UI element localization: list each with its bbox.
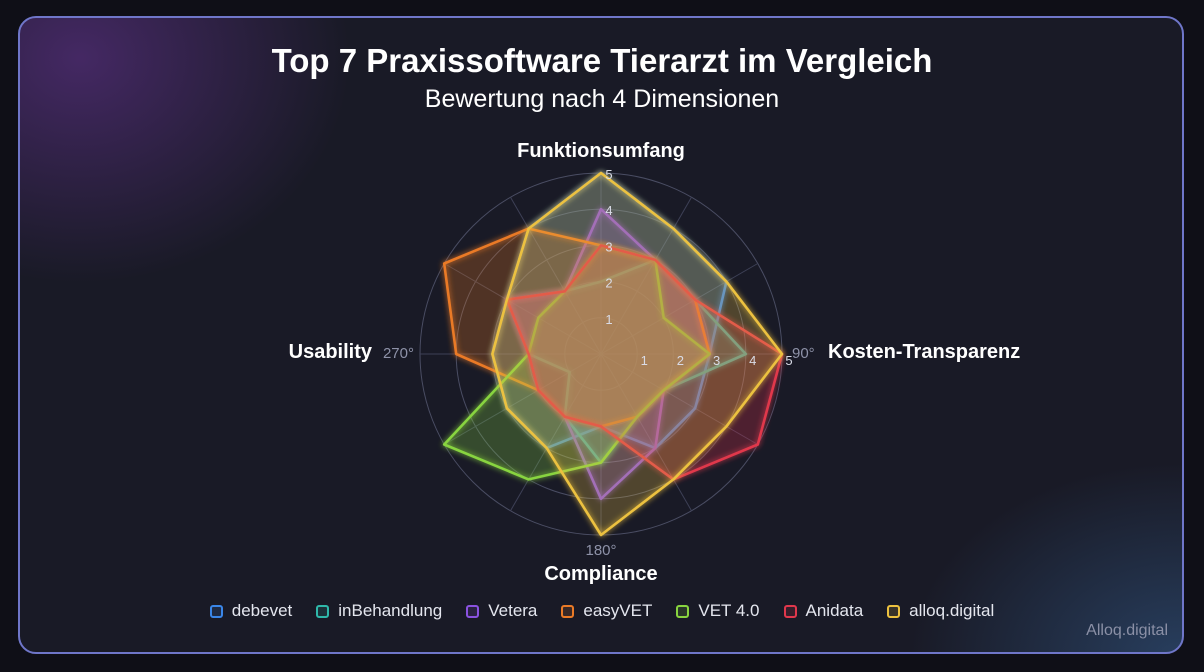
r-tick-label-top: 2 xyxy=(605,276,612,291)
r-tick-label-right: 5 xyxy=(785,353,792,368)
axis-angle-left: 270° xyxy=(383,345,414,362)
chart-subtitle: Bewertung nach 4 Dimensionen xyxy=(424,85,780,113)
series-alloq-digital xyxy=(491,171,784,537)
legend-label: easyVET xyxy=(583,601,653,620)
legend-swatch xyxy=(676,604,690,618)
legend-label: Vetera xyxy=(488,601,538,620)
legend-item: VET 4.0 xyxy=(676,601,760,621)
legend-item: alloq.digital xyxy=(887,601,994,621)
r-tick-label-top: 1 xyxy=(605,312,612,327)
legend-swatch xyxy=(783,604,797,618)
radar-series xyxy=(442,171,784,537)
legend-item: debevet xyxy=(209,601,293,621)
legend-swatch xyxy=(466,604,480,618)
legend-item: easyVET xyxy=(561,601,652,621)
axis-label-left: Usability xyxy=(289,341,373,363)
chart-title: Top 7 Praxissoftware Tierarzt im Verglei… xyxy=(271,42,933,79)
r-tick-label-right: 1 xyxy=(641,353,648,368)
legend-label: VET 4.0 xyxy=(698,601,760,620)
r-tick-label-right: 4 xyxy=(749,353,756,368)
axis-label-bottom: Compliance xyxy=(544,563,657,585)
r-tick-label-top: 5 xyxy=(605,167,612,182)
r-tick-label-top: 4 xyxy=(605,203,612,218)
legend-label: alloq.digital xyxy=(909,601,995,620)
legend-label: debevet xyxy=(231,601,293,620)
radar-labels: 1 1 2 2 3 3 4 4 5 5 Funktionsumfang 90° Kosten-Trans… xyxy=(289,140,1021,585)
axis-label-top: Funktionsumfang xyxy=(517,140,685,162)
legend-item: Vetera xyxy=(466,601,537,621)
legend-swatch xyxy=(561,604,575,618)
legend-swatch xyxy=(209,604,223,618)
legend-item: inBehandlung xyxy=(316,601,442,621)
r-tick-label-top: 3 xyxy=(605,239,612,254)
legend-item: Anidata xyxy=(783,601,864,621)
legend-swatch xyxy=(316,604,330,618)
r-tick-label-right: 2 xyxy=(677,353,684,368)
legend-label: Anidata xyxy=(805,601,864,620)
chart-legend: debevet inBehandlung Vetera easyVET VET 4.0 A… xyxy=(0,601,1204,621)
r-tick-label-right: 3 xyxy=(713,353,720,368)
legend-label: inBehandlung xyxy=(338,601,443,620)
axis-label-right: Kosten-Transparenz xyxy=(828,341,1020,363)
axis-angle-bottom: 180° xyxy=(585,542,616,559)
legend-swatch xyxy=(887,604,901,618)
axis-angle-right: 90° xyxy=(792,345,815,362)
watermark: Alloq.digital xyxy=(1086,622,1168,639)
